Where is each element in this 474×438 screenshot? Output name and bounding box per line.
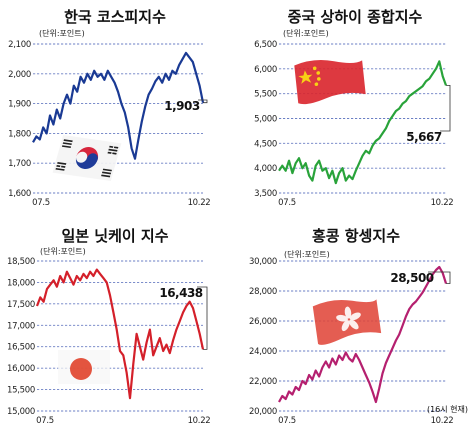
y-tick-label: 15,500	[7, 386, 35, 396]
y-tick-label: 17,000	[7, 321, 35, 331]
x-tick-label-start: 07.5	[32, 198, 50, 208]
x-tick-label-end: 10.22	[431, 198, 454, 208]
y-tick-label: 22,000	[249, 377, 277, 387]
y-tick-label: 6,500	[254, 40, 277, 50]
chart-panel-china: 중국 상하이 종합지수 (단위:포인트) 3,500 4,000 4,500 5,00…	[254, 8, 454, 208]
last-value-label: 5,667	[406, 130, 442, 144]
series-line	[35, 268, 205, 400]
chart-title: 한국 코스피지수	[64, 8, 166, 26]
y-tick-label: 1,800	[8, 129, 31, 139]
y-axis-ticks: 3,500 4,000 4,500 5,000 5,500 6,000 6,500	[254, 40, 277, 199]
chart-panel-korea: 한국 코스피지수 (단위:포인트) 1,600 1,700 1,800 1,900 2,…	[8, 8, 211, 208]
y-tick-label: 4,000	[254, 164, 277, 174]
y-tick-label: 18,000	[7, 278, 35, 288]
last-value-label: 16,438	[159, 286, 202, 300]
x-tick-label-start: 07.5	[36, 416, 54, 426]
chart-title: 홍콩 항셍지수	[312, 227, 400, 245]
x-axis-ticks: 07.5 10.22	[278, 198, 454, 208]
x-tick-label-end: 10.22	[431, 416, 454, 426]
y-axis-ticks: 1,600 1,700 1,800 1,900 2,000 2,100	[8, 40, 31, 199]
y-tick-label: 24,000	[249, 347, 277, 357]
last-value-label: 1,903	[164, 99, 200, 113]
y-tick-label: 1,600	[8, 189, 31, 199]
chart-title: 중국 상하이 종합지수	[288, 8, 423, 26]
last-value-callout: 16,438	[159, 286, 208, 350]
y-axis-ticks: 15,000 15,500 16,000 16,500 17,000 17,500 18,0…	[7, 257, 35, 417]
series-line	[278, 60, 448, 185]
y-tick-label: 15,000	[7, 407, 35, 417]
y-tick-label: 1,900	[8, 100, 31, 110]
x-tick-label-end: 10.22	[188, 198, 211, 208]
last-value-callout: 28,500	[390, 271, 451, 285]
last-value-label: 28,500	[390, 271, 433, 285]
y-tick-label: 17,500	[7, 300, 35, 310]
y-tick-label: 18,500	[7, 257, 35, 267]
y-tick-label: 5,000	[254, 115, 277, 125]
y-tick-label: 30,000	[249, 257, 277, 267]
y-tick-label: 5,500	[254, 90, 277, 100]
hongkong-flag-icon	[312, 299, 382, 345]
series-line	[32, 51, 205, 160]
y-tick-label: 2,100	[8, 40, 31, 50]
x-tick-label-end: 10.22	[188, 416, 211, 426]
y-axis-ticks: 20,000 22,000 24,000 26,000 28,000 30,000	[249, 257, 277, 417]
y-tick-label: 20,000	[249, 407, 277, 417]
y-tick-label: 16,500	[7, 343, 35, 353]
y-tick-label: 1,700	[8, 159, 31, 169]
y-tick-label: 4,500	[254, 139, 277, 149]
x-tick-label-start: 07.5	[278, 198, 296, 208]
x-axis-ticks: 07.5 10.22	[32, 198, 211, 208]
y-tick-label: 6,000	[254, 65, 277, 75]
unit-label: (단위:포인트)	[39, 28, 85, 38]
y-tick-label: 28,000	[249, 287, 277, 297]
y-tick-label: 26,000	[249, 317, 277, 327]
time-note: (16시 현재)	[427, 405, 468, 414]
callout-leader	[197, 286, 208, 350]
grid-lines	[37, 260, 203, 412]
y-tick-label: 16,000	[7, 364, 35, 374]
callout-leader	[198, 99, 208, 104]
chart-panel-japan: 일본 닛케이 지수 (단위:포인트) 15,000 15,500 16,000 16,…	[7, 227, 211, 426]
chinese-flag-icon	[294, 60, 366, 105]
unit-label: (단위:포인트)	[284, 249, 330, 259]
callout-leader	[440, 84, 451, 132]
x-tick-label-start: 07.5	[278, 416, 296, 426]
y-tick-label: 3,500	[254, 189, 277, 199]
x-axis-ticks: 07.5 10.22	[36, 416, 211, 426]
unit-label: (단위:포인트)	[283, 28, 329, 38]
callout-leader	[428, 271, 451, 284]
y-tick-label: 2,000	[8, 70, 31, 80]
unit-label: (단위:포인트)	[40, 246, 86, 256]
chart-title: 일본 닛케이 지수	[61, 227, 168, 245]
chart-panel-hongkong: 홍콩 항셍지수 (단위:포인트) 20,000 22,000 24,000 26,00…	[249, 227, 468, 426]
last-value-callout: 5,667	[406, 84, 451, 144]
last-value-callout: 1,903	[164, 99, 208, 113]
korean-flag-icon	[52, 135, 122, 181]
x-axis-ticks: 07.5 10.22	[278, 416, 454, 426]
series-line	[278, 265, 448, 404]
japanese-flag-icon	[58, 350, 110, 384]
